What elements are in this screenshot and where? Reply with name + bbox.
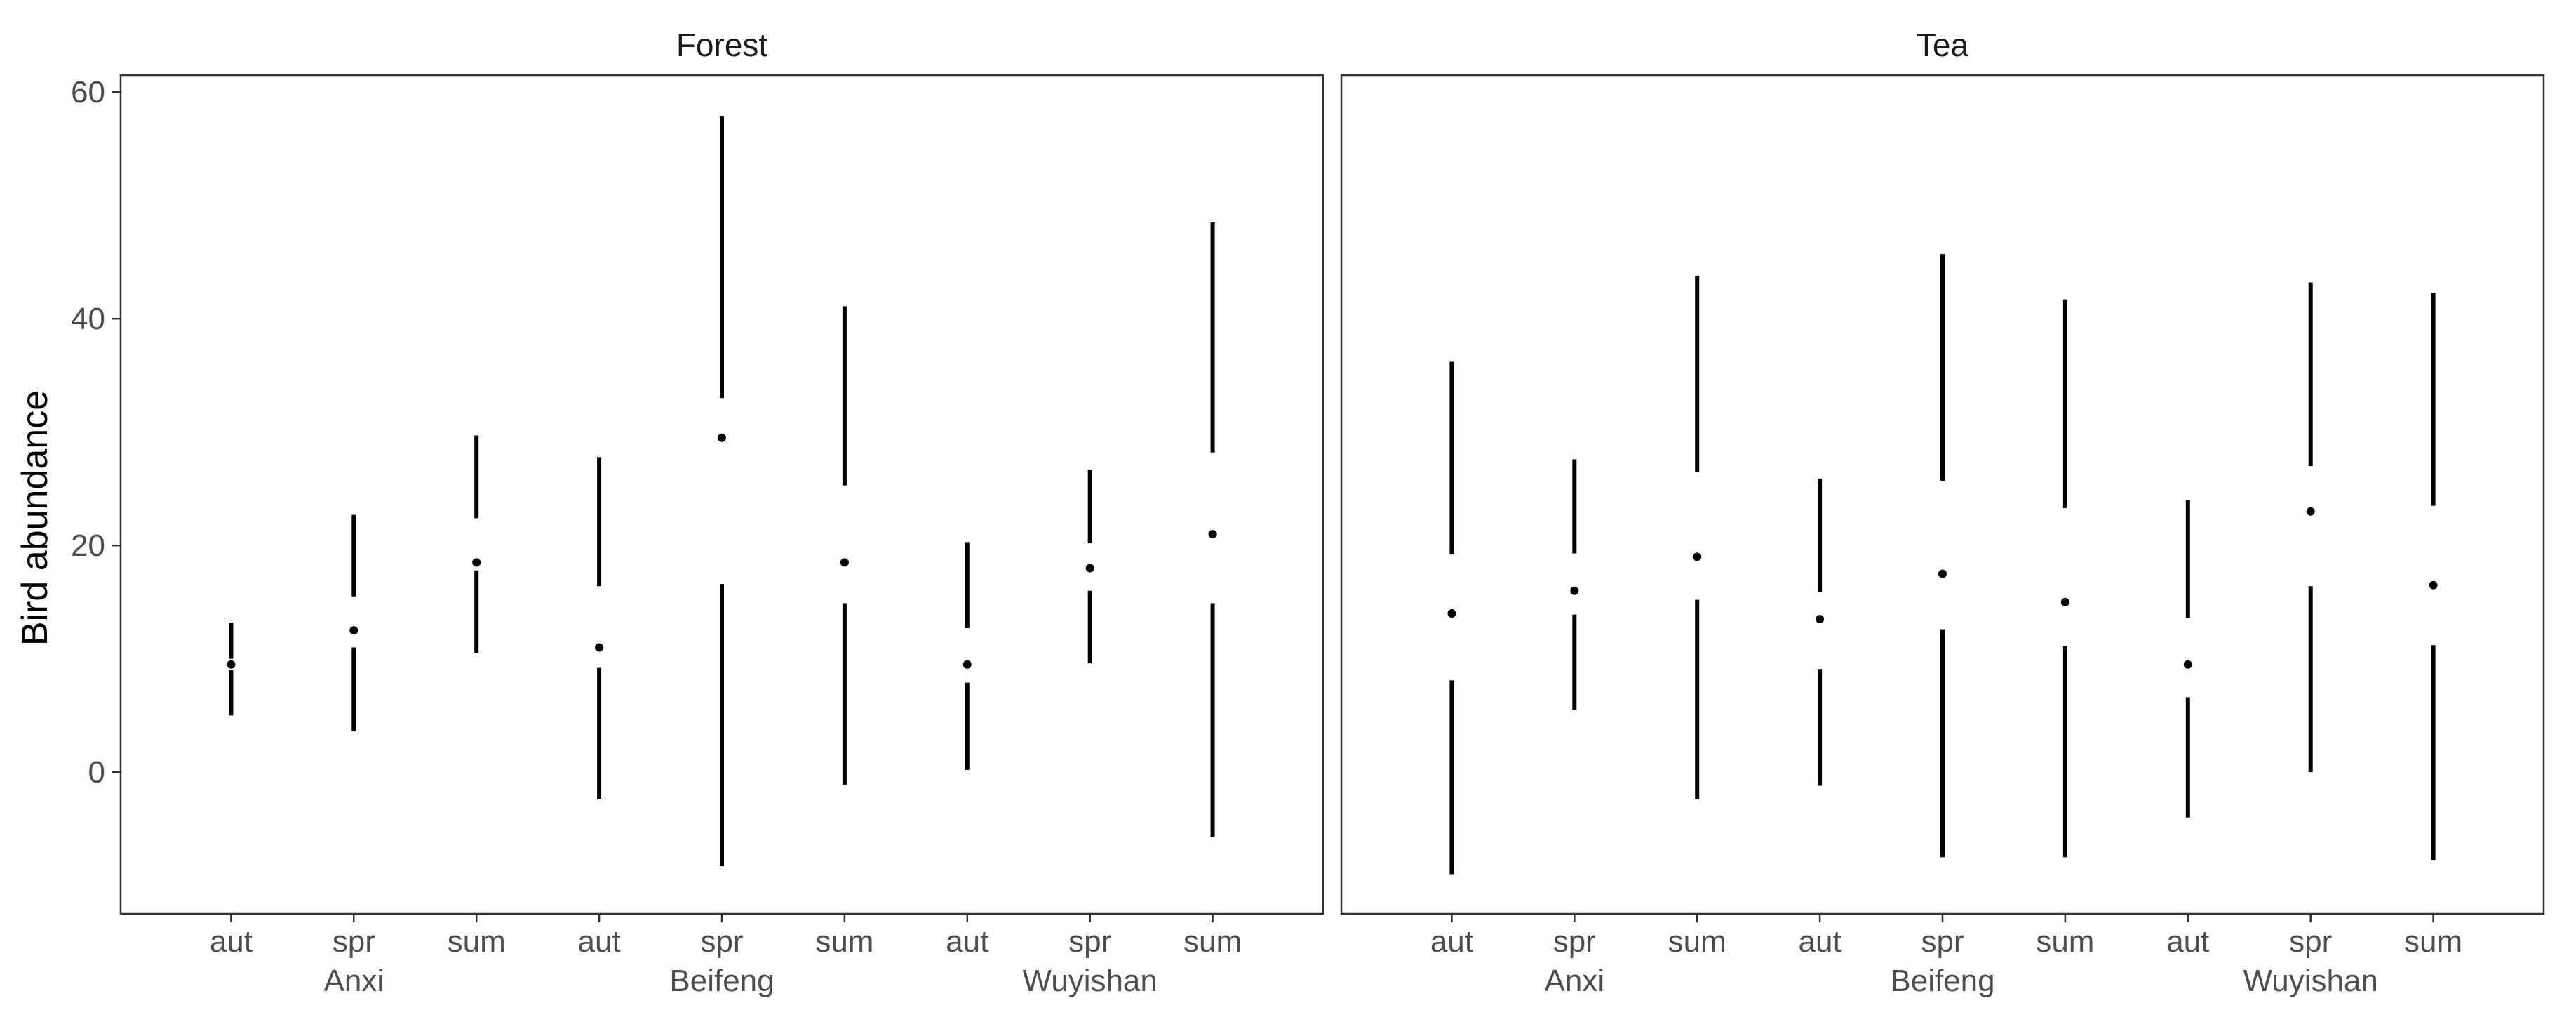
x-tick-label-group: Beifeng [669, 964, 774, 998]
panel-frames [112, 74, 2545, 922]
mean-point [2306, 507, 2315, 516]
chart-marks [227, 116, 2438, 875]
x-tick-label-season: sum [2036, 924, 2094, 959]
x-tick-label-season: spr [1068, 924, 1111, 959]
x-tick-label-season: sum [815, 924, 873, 959]
x-tick-label-season: aut [1799, 924, 1842, 959]
mean-point [349, 626, 358, 635]
x-tick-label-season: spr [700, 924, 743, 959]
mean-point [718, 433, 726, 442]
x-tick-label-season: aut [578, 924, 621, 959]
y-tick-label: 0 [88, 755, 105, 790]
x-tick-label-group: Wuyishan [1022, 964, 1157, 998]
y-tick-label: 20 [71, 528, 105, 563]
mean-point [1693, 552, 1702, 561]
panel-title: Forest [676, 27, 768, 63]
mean-point [2060, 597, 2069, 606]
x-tick-label-group: Anxi [324, 964, 384, 998]
mean-point [1570, 586, 1579, 595]
y-tick-label: 40 [71, 302, 105, 336]
x-tick-label-season: sum [448, 924, 506, 959]
mean-point [2429, 580, 2438, 590]
x-tick-label-group: Beifeng [1890, 964, 1994, 998]
mean-point [472, 558, 481, 567]
x-tick-label-season: aut [2166, 924, 2209, 959]
x-tick-label-season: spr [2289, 924, 2332, 959]
x-tick-label-season: spr [1553, 924, 1596, 959]
x-tick-label-season: sum [1668, 924, 1726, 959]
mean-point [1938, 569, 1947, 578]
x-tick-label-season: sum [2404, 924, 2462, 959]
x-tick-label-season: aut [1430, 924, 1473, 959]
y-tick-label: 60 [71, 75, 105, 109]
mean-point [840, 558, 849, 567]
mean-point [1447, 609, 1456, 618]
x-tick-label-season: aut [946, 924, 988, 959]
y-axis-title: Bird abundance [15, 390, 55, 646]
panel-title: Tea [1917, 27, 1969, 63]
x-tick-label-season: sum [1183, 924, 1242, 959]
mean-point [227, 660, 236, 669]
x-tick-label-season: spr [333, 924, 375, 959]
x-tick-label-group: Anxi [1545, 964, 1605, 998]
x-tick-label-season: spr [1921, 924, 1964, 959]
mean-point [2183, 660, 2192, 669]
mean-point [595, 643, 604, 652]
mean-point [1208, 530, 1217, 539]
mean-point [962, 660, 972, 669]
x-tick-label-group: Wuyishan [2243, 964, 2377, 998]
chart-text: Forest 0 20 40 60 aut spr sum Anxi aut spr sum Beife… [71, 27, 2462, 998]
x-tick-label-season: aut [210, 924, 253, 959]
mean-point [1085, 564, 1094, 573]
mean-point [1816, 615, 1825, 624]
